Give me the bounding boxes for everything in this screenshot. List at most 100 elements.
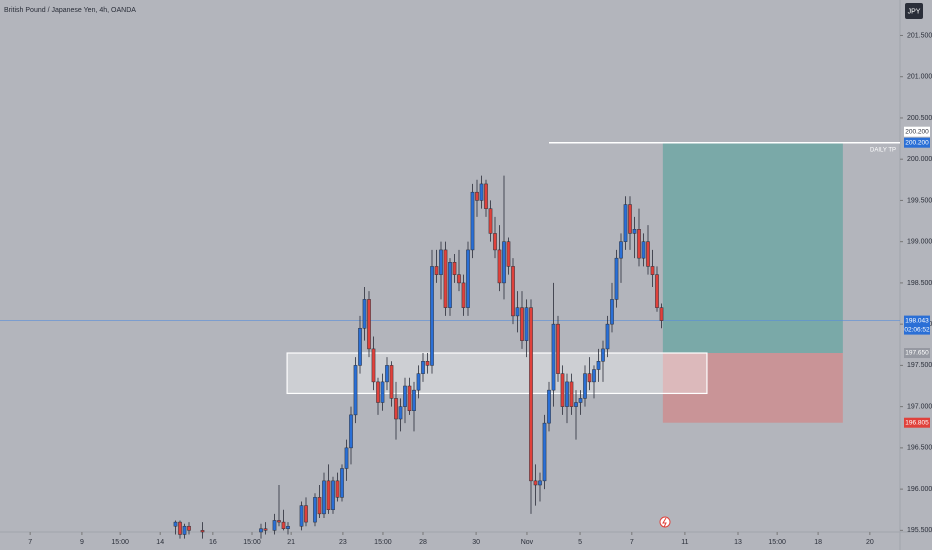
stop-area — [662, 353, 843, 423]
candle-body — [452, 262, 457, 275]
candle-body — [497, 249, 502, 284]
y-tick-label: 196.000 — [907, 486, 932, 493]
x-tick-label: 20 — [866, 539, 874, 546]
candle-body — [331, 480, 335, 510]
candle-body — [425, 361, 430, 366]
candle-body — [655, 274, 659, 308]
candle-body — [520, 307, 524, 341]
x-tick-label: 15:00 — [374, 539, 392, 546]
candle-body — [281, 521, 286, 529]
candle-body — [614, 257, 619, 300]
candle-body — [313, 497, 317, 523]
target-line-label: DAILY TP — [870, 147, 896, 153]
candle-body — [335, 480, 340, 498]
candle-body — [371, 348, 376, 383]
candle-body — [619, 241, 623, 259]
candle-body — [502, 241, 506, 284]
y-tick-label: 197.500 — [907, 362, 932, 369]
candle-body — [403, 385, 407, 407]
candle-body — [434, 266, 439, 275]
candle-body — [344, 447, 349, 469]
candle-body — [506, 241, 511, 267]
candle-body — [443, 249, 448, 308]
candle-body — [605, 323, 610, 350]
candle-body — [659, 307, 664, 321]
candle-body — [542, 422, 547, 482]
candle-body — [394, 398, 398, 420]
candle-body — [556, 323, 560, 374]
candle-body — [569, 381, 574, 407]
candle-body — [398, 406, 403, 420]
support-zone — [286, 352, 708, 395]
x-tick-label: 7 — [28, 539, 32, 546]
candle-body — [488, 208, 493, 234]
candle-body — [461, 282, 466, 308]
candle-body — [416, 373, 421, 391]
candle-body — [259, 528, 263, 533]
candle-body — [439, 249, 443, 275]
candle-body — [560, 373, 565, 407]
candle-body — [632, 229, 637, 234]
candle-body — [596, 361, 601, 370]
candle-body — [353, 365, 358, 416]
candle-body — [263, 528, 268, 531]
y-tick-label: 201.000 — [907, 74, 932, 81]
candle-body — [340, 468, 344, 498]
candle-body — [592, 369, 596, 383]
candle-body — [448, 262, 452, 308]
candle-body — [547, 389, 551, 424]
candle-body — [479, 183, 484, 201]
x-tick-label: 28 — [419, 539, 427, 546]
candle-body — [277, 520, 281, 523]
candle-body — [299, 505, 304, 527]
candle-body — [272, 520, 277, 531]
candle-body — [317, 497, 322, 515]
candle-body — [362, 299, 367, 329]
candle-body — [578, 398, 583, 403]
y-tick-label: 199.500 — [907, 197, 932, 204]
candle-body — [529, 307, 533, 482]
candle-body — [565, 381, 569, 407]
x-tick-label: 7 — [630, 539, 634, 546]
x-tick-label: 13 — [734, 539, 742, 546]
x-tick-label: 21 — [287, 539, 295, 546]
candle-body — [286, 525, 290, 529]
candle-body — [380, 381, 385, 403]
current-price: 198.043 — [905, 317, 929, 324]
y-tick-label: 197.000 — [907, 403, 932, 410]
candle-body — [385, 365, 389, 383]
candle-body — [466, 249, 470, 308]
x-tick-label: 14 — [156, 539, 164, 546]
entry-price-bg — [904, 348, 930, 359]
candle-body — [583, 373, 587, 399]
candle-body — [407, 385, 412, 412]
y-tick-label: 200.000 — [907, 156, 932, 163]
x-tick-label: 15:00 — [111, 539, 129, 546]
candle-body — [646, 241, 650, 267]
event-icon-bolt — [662, 517, 667, 528]
candle-body — [200, 530, 205, 533]
candle-body — [376, 381, 380, 403]
candle-body — [628, 204, 632, 234]
candle-body — [650, 266, 655, 275]
candle-body — [623, 204, 628, 242]
target-price: 200.200 — [905, 139, 929, 146]
candle-body — [610, 299, 614, 325]
stop-price: 196.805 — [905, 419, 929, 426]
candle-body — [304, 505, 308, 523]
x-tick-label: 15:00 — [768, 539, 786, 546]
candle-body — [322, 480, 326, 515]
candle-body — [484, 183, 488, 209]
candle-body — [470, 191, 475, 251]
event-icon[interactable] — [659, 516, 671, 528]
x-tick-label: Nov — [521, 539, 534, 546]
candle-body — [173, 521, 178, 527]
candle-body — [637, 229, 641, 259]
candle-body — [551, 323, 556, 391]
candle-body — [430, 266, 434, 366]
currency-label[interactable]: JPY — [908, 8, 921, 15]
currency-button[interactable] — [905, 3, 923, 19]
candle-body — [457, 274, 461, 284]
candle-body — [601, 348, 605, 362]
candle-body — [524, 307, 529, 341]
